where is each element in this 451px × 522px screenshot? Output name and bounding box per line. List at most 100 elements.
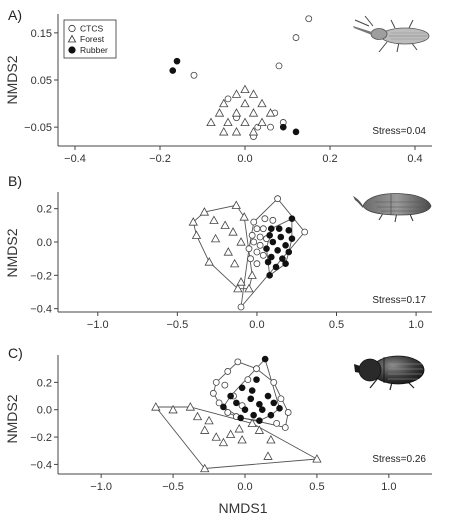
point-rubber-c: [247, 395, 255, 403]
point-rubber-b: [285, 227, 293, 234]
point-forest-b: [244, 283, 254, 293]
y-tick-label-b: −0.2: [30, 270, 52, 282]
point-forest-b: [229, 258, 240, 268]
point-forest-c: [218, 437, 229, 447]
x-tick-label-a: 0.2: [322, 153, 337, 165]
point-ctcs-b: [250, 238, 258, 246]
point-rubber-c: [237, 414, 244, 422]
point-forest-a: [214, 108, 225, 117]
stress-label-a: Stress=0.04: [372, 126, 426, 137]
point-forest-c: [237, 434, 247, 444]
point-forest-a: [257, 98, 267, 108]
point-forest-c: [211, 432, 221, 441]
y-tick-label-a: −0.05: [24, 122, 52, 134]
point-ctcs-b: [259, 225, 267, 233]
point-rubber-c: [276, 405, 283, 412]
point-forest-a: [248, 108, 259, 117]
point-rubber-c: [256, 400, 263, 408]
point-rubber-c: [250, 411, 257, 419]
panel-label-a: A): [8, 7, 22, 23]
point-forest-a: [248, 127, 259, 136]
point-rubber-c: [256, 417, 263, 424]
plot-area-b: −0.4 −0.2 0.0 0.2 −1.0 −0.5 0.0 0.5 1.0: [30, 192, 432, 331]
plot-area-c: −0.4 −0.2 0.0 0.2 −1.0 −0.5 0.0 0.5 1.0: [30, 355, 432, 493]
point-rubber-c: [253, 376, 260, 383]
y-tick-label-a: 0.15: [31, 28, 52, 40]
x-tick-label-a: 0.0: [237, 153, 252, 165]
point-rubber-b: [267, 253, 275, 261]
point-ctcs-c: [215, 399, 223, 407]
point-ctcs-c: [273, 419, 281, 427]
x-tick-label-b: −0.5: [167, 319, 189, 331]
x-tick-label-b: 0.5: [329, 319, 344, 331]
hull-forest-c: [154, 406, 319, 469]
point-forest-b: [233, 283, 243, 293]
hull-forest-b: [192, 204, 253, 290]
point-ctcs-b: [256, 241, 264, 249]
point-rubber-a: [169, 67, 177, 74]
point-forest-c: [192, 411, 203, 421]
legend-label-forest: Forest: [80, 34, 105, 44]
panel-b: B) NMDS2 −0.4 −0.2 0.0 0.2 −1.0 −0.5 0.0 0.5 1.0…: [4, 173, 432, 331]
point-ctcs-b: [253, 225, 261, 233]
point-ctcs-c: [270, 378, 278, 386]
point-ctcs-c: [221, 381, 229, 389]
point-ctcs-c: [209, 389, 217, 397]
y-tick-label-b: −0.4: [30, 304, 52, 316]
point-forest-a: [231, 108, 242, 117]
point-rubber-b: [266, 272, 273, 279]
y-axis-label-c: NMDS2: [4, 394, 20, 443]
point-ctcs-b: [253, 248, 261, 256]
point-forest-a: [219, 127, 229, 136]
legend: CTCS Forest Rubber: [63, 19, 117, 59]
point-rubber-c: [261, 355, 269, 363]
point-ctcs-c: [253, 365, 260, 373]
point-forest-a: [240, 98, 250, 108]
point-forest-b: [220, 220, 230, 229]
point-rubber-c: [241, 406, 249, 414]
point-ctcs-b: [259, 251, 267, 259]
point-forest-b: [231, 200, 241, 209]
point-ctcs-b: [261, 215, 269, 223]
point-forest-c: [234, 424, 244, 433]
point-ctcs-c: [244, 376, 252, 384]
x-tick-label-c: 0.0: [237, 481, 252, 493]
point-forest-c: [185, 402, 196, 411]
stress-label-c: Stress=0.26: [372, 454, 426, 465]
point-ctcs-c: [224, 409, 232, 416]
point-forest-c: [263, 451, 273, 460]
y-tick-label-c: −0.4: [30, 459, 52, 471]
point-rubber-b: [274, 247, 281, 254]
point-ctcs-c: [284, 409, 292, 416]
point-rubber-b: [285, 248, 293, 256]
point-forest-c: [225, 429, 236, 438]
point-ctcs-b: [248, 231, 256, 239]
point-ctcs-a: [224, 95, 232, 103]
point-ctcs-a: [305, 15, 313, 23]
x-tick-label-c: 1.0: [381, 481, 396, 493]
point-ctcs-c: [212, 378, 220, 386]
y-tick-label-c: 0.0: [37, 405, 52, 417]
weevil-icon: [353, 15, 430, 53]
legend-marker-ctcs: [68, 24, 76, 33]
point-ctcs-b: [269, 216, 277, 224]
y-tick-label-c: −0.2: [30, 432, 52, 444]
point-forest-a: [248, 89, 259, 98]
point-forest-a: [231, 89, 242, 98]
point-rubber-c: [248, 387, 256, 394]
point-ctcs-b: [301, 228, 309, 236]
point-forest-c: [200, 463, 210, 473]
x-tick-label-b: −1.0: [87, 319, 109, 331]
y-tick-label-c: 0.2: [37, 377, 52, 389]
point-forest-a: [219, 98, 229, 108]
point-rubber-b: [277, 233, 285, 241]
point-rubber-b: [288, 215, 296, 222]
point-ctcs-b: [253, 260, 261, 268]
point-rubber-c: [264, 392, 272, 400]
point-rubber-b: [263, 245, 270, 252]
point-rubber-b: [267, 225, 275, 232]
point-rubber-b: [269, 238, 277, 246]
x-tick-label-b: 1.0: [408, 319, 423, 331]
point-forest-c: [200, 425, 210, 434]
y-tick-label-a: 0.05: [31, 75, 52, 87]
